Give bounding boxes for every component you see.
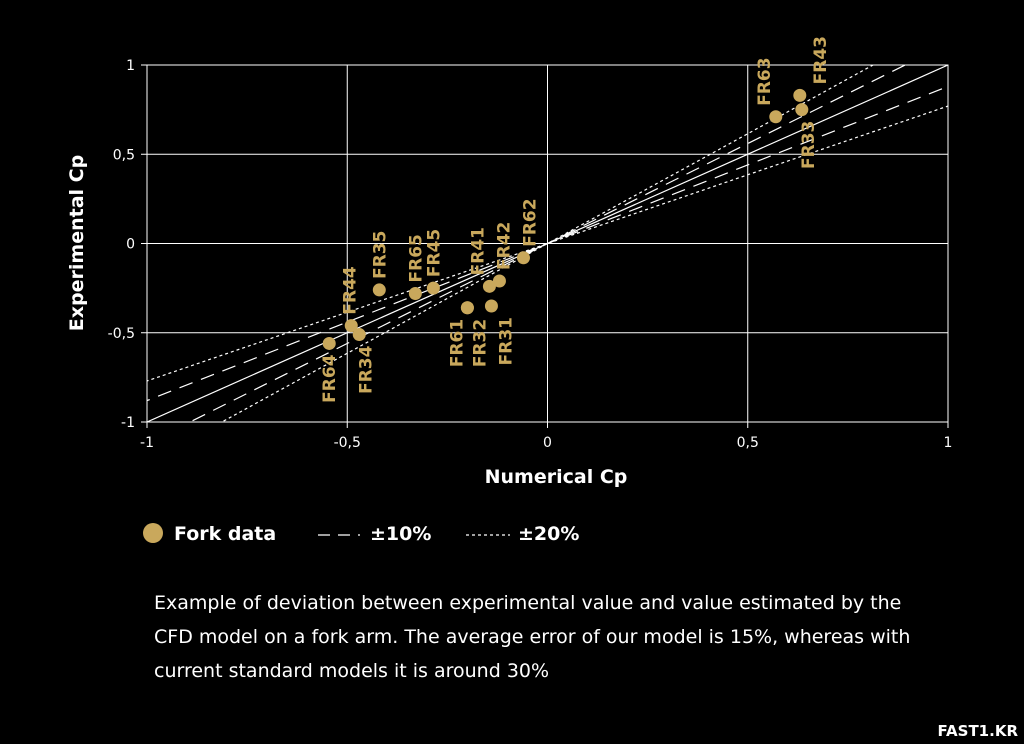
point-label-fr43: FR43 xyxy=(811,36,831,84)
y-tick-label: 0 xyxy=(126,237,135,253)
point-label-fr34: FR34 xyxy=(356,345,376,394)
legend-10pct-label: ±10% xyxy=(370,523,431,545)
y-tick-label: 1 xyxy=(126,58,135,74)
data-point-fr35 xyxy=(372,283,386,297)
data-point-fr33 xyxy=(795,103,809,117)
point-label-fr32: FR32 xyxy=(470,319,490,367)
y-tick-label: 0,5 xyxy=(113,147,135,163)
caption: Example of deviation between experimenta… xyxy=(154,592,911,682)
point-label-fr64: FR64 xyxy=(320,354,340,403)
data-point-fr45 xyxy=(426,281,440,295)
point-label-fr63: FR63 xyxy=(755,57,775,105)
data-point-fr64 xyxy=(322,336,336,350)
point-label-fr41: FR41 xyxy=(468,227,488,275)
point-label-fr62: FR62 xyxy=(520,198,540,246)
point-label-fr65: FR65 xyxy=(406,234,426,282)
x-tick-label: -1 xyxy=(140,435,154,451)
data-point-fr61 xyxy=(460,301,474,315)
point-label-fr33: FR33 xyxy=(799,121,819,169)
legend: Fork data ±10% ±20% xyxy=(143,523,579,545)
x-tick-label: -0,5 xyxy=(334,435,361,451)
point-label-fr31: FR31 xyxy=(496,317,516,365)
y-tick-label: -0,5 xyxy=(108,326,135,342)
data-point-fr41 xyxy=(482,279,496,293)
data-point-fr31 xyxy=(484,299,498,313)
point-label-fr35: FR35 xyxy=(370,231,390,279)
point-label-fr44: FR44 xyxy=(340,266,360,315)
watermark: FAST1.KR xyxy=(937,722,1018,740)
point-label-fr61: FR61 xyxy=(447,319,467,367)
legend-20pct-label: ±20% xyxy=(518,523,579,545)
x-tick-label: 1 xyxy=(944,435,953,451)
point-label-fr45: FR45 xyxy=(424,229,444,277)
deviation-10pct-line xyxy=(188,65,907,422)
data-point-fr44 xyxy=(344,319,358,333)
y-tick-label: -1 xyxy=(121,415,135,431)
data-point-fr65 xyxy=(408,286,422,300)
x-tick-label: 0 xyxy=(543,435,552,451)
data-point-fr34 xyxy=(352,328,366,342)
legend-fork-dot xyxy=(143,523,163,543)
data-point-fr42 xyxy=(492,274,506,288)
data-point-fr62 xyxy=(516,251,530,265)
y-axis-title: Experimental Cp xyxy=(66,155,88,331)
legend-fork-label: Fork data xyxy=(174,523,276,545)
data-point-fr63 xyxy=(769,110,783,124)
point-label-fr42: FR42 xyxy=(494,222,514,270)
data-point-fr43 xyxy=(793,88,807,102)
x-tick-label: 0,5 xyxy=(737,435,759,451)
x-axis-title: Numerical Cp xyxy=(485,466,628,488)
